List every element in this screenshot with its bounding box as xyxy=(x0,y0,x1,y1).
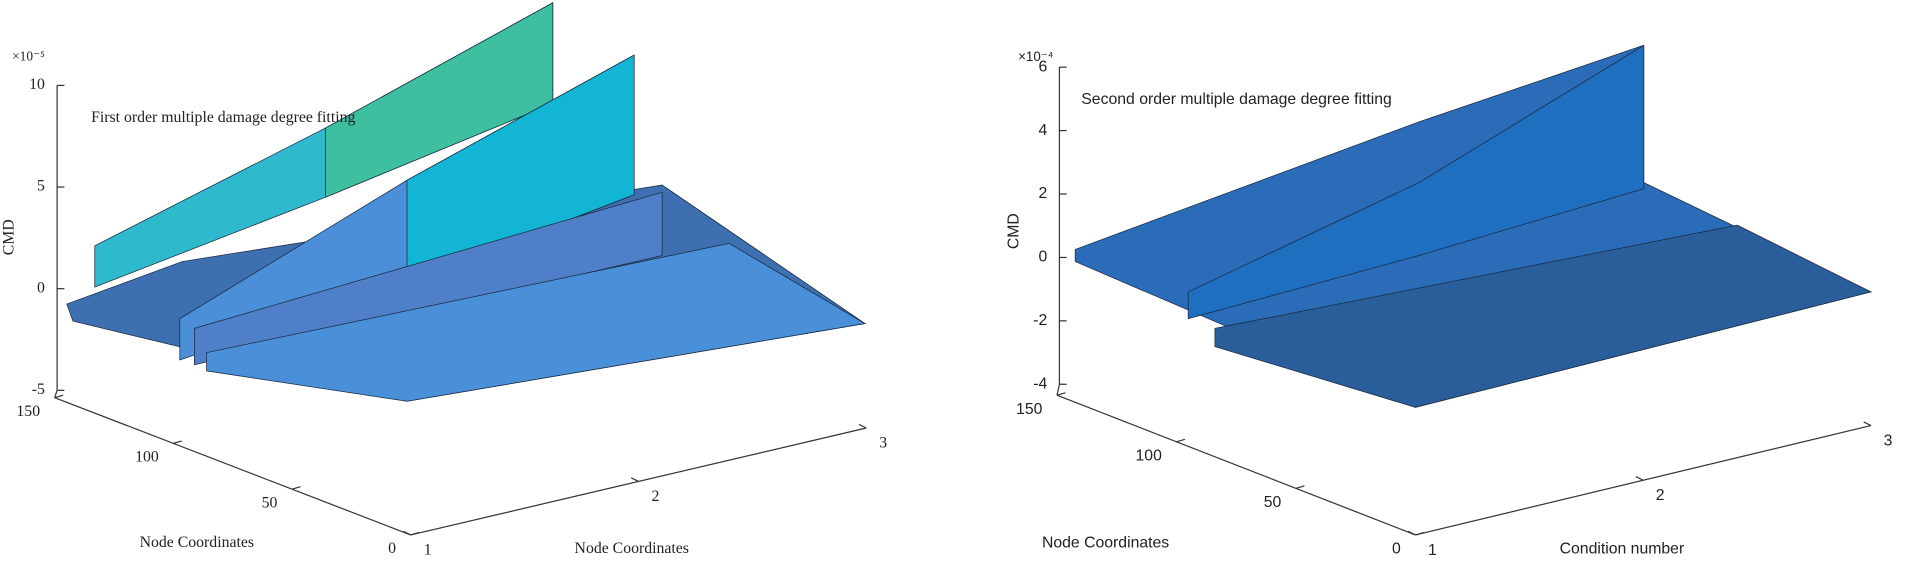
x-tick xyxy=(1407,530,1416,536)
z-tick-label: 0 xyxy=(37,279,45,296)
z-tick-label: 0 xyxy=(1038,249,1047,266)
y-tick-label: 100 xyxy=(1136,448,1163,465)
z-baseline xyxy=(54,390,58,398)
x-tick-label: 3 xyxy=(1884,433,1893,450)
z-tick-label: 6 xyxy=(1038,58,1047,75)
y-tick-label: 0 xyxy=(388,540,396,557)
y-tick xyxy=(291,486,301,490)
z-tick-label: 5 xyxy=(37,178,45,195)
z-tick-label: 2 xyxy=(1038,185,1047,202)
z-tick-label: 10 xyxy=(29,76,45,93)
x-axis xyxy=(1415,424,1872,536)
z-tick-label: -2 xyxy=(1033,312,1047,329)
z-tick-label: -4 xyxy=(1033,375,1047,392)
y-axis-label: Node Coordinates xyxy=(1042,535,1169,552)
z-axis-label: CMD xyxy=(0,219,17,255)
x-tick xyxy=(403,530,411,536)
x-tick-label: 1 xyxy=(424,541,432,558)
y-tick-label: 50 xyxy=(262,494,278,511)
x-tick xyxy=(630,477,639,483)
y-tick-label: 150 xyxy=(16,403,40,420)
exponent: ×10⁻⁵ xyxy=(12,49,45,64)
y-tick-label: 150 xyxy=(1016,401,1043,418)
x-tick-label: 2 xyxy=(1656,487,1665,504)
x-axis-label: Node Coordinates xyxy=(575,540,689,557)
y-tick-label: 0 xyxy=(1392,541,1401,558)
z-tick-label: 4 xyxy=(1038,122,1047,139)
annotation: Second order multiple damage degree fitt… xyxy=(1081,91,1392,108)
surface-sheet xyxy=(1187,44,1645,320)
surface-sheet xyxy=(406,54,635,283)
surface-left xyxy=(66,2,867,402)
x-tick xyxy=(858,423,867,429)
y-tick xyxy=(1415,531,1425,536)
x-tick-label: 3 xyxy=(879,434,887,451)
y-tick-label: 100 xyxy=(135,449,159,466)
y-tick xyxy=(1176,438,1186,443)
surface-right xyxy=(1074,44,1873,408)
y-tick xyxy=(54,394,64,399)
x-tick-label: 1 xyxy=(1428,542,1437,559)
y-tick-label: 50 xyxy=(1264,494,1282,511)
x-tick-label: 2 xyxy=(652,488,660,505)
exponent: ×10⁻⁴ xyxy=(1018,49,1054,64)
surface-sheet xyxy=(194,191,663,366)
y-tick xyxy=(1056,392,1066,396)
y-axis xyxy=(1056,394,1416,536)
y-tick xyxy=(1295,485,1305,489)
y-axis-label: Node Coordinates xyxy=(140,534,254,551)
y-tick xyxy=(410,531,420,536)
y-axis xyxy=(54,397,411,536)
z-tick-label: -5 xyxy=(32,381,45,398)
y-tick xyxy=(173,440,183,444)
x-tick xyxy=(1863,421,1872,427)
annotation: First order multiple damage degree fitti… xyxy=(91,109,355,126)
x-tick xyxy=(1635,476,1644,481)
surface-floor xyxy=(1214,224,1873,408)
z-baseline xyxy=(1056,384,1061,396)
z-axis-label: CMD xyxy=(1006,213,1023,249)
surface-floor xyxy=(206,242,867,402)
x-axis-label: Condition number xyxy=(1560,541,1685,558)
